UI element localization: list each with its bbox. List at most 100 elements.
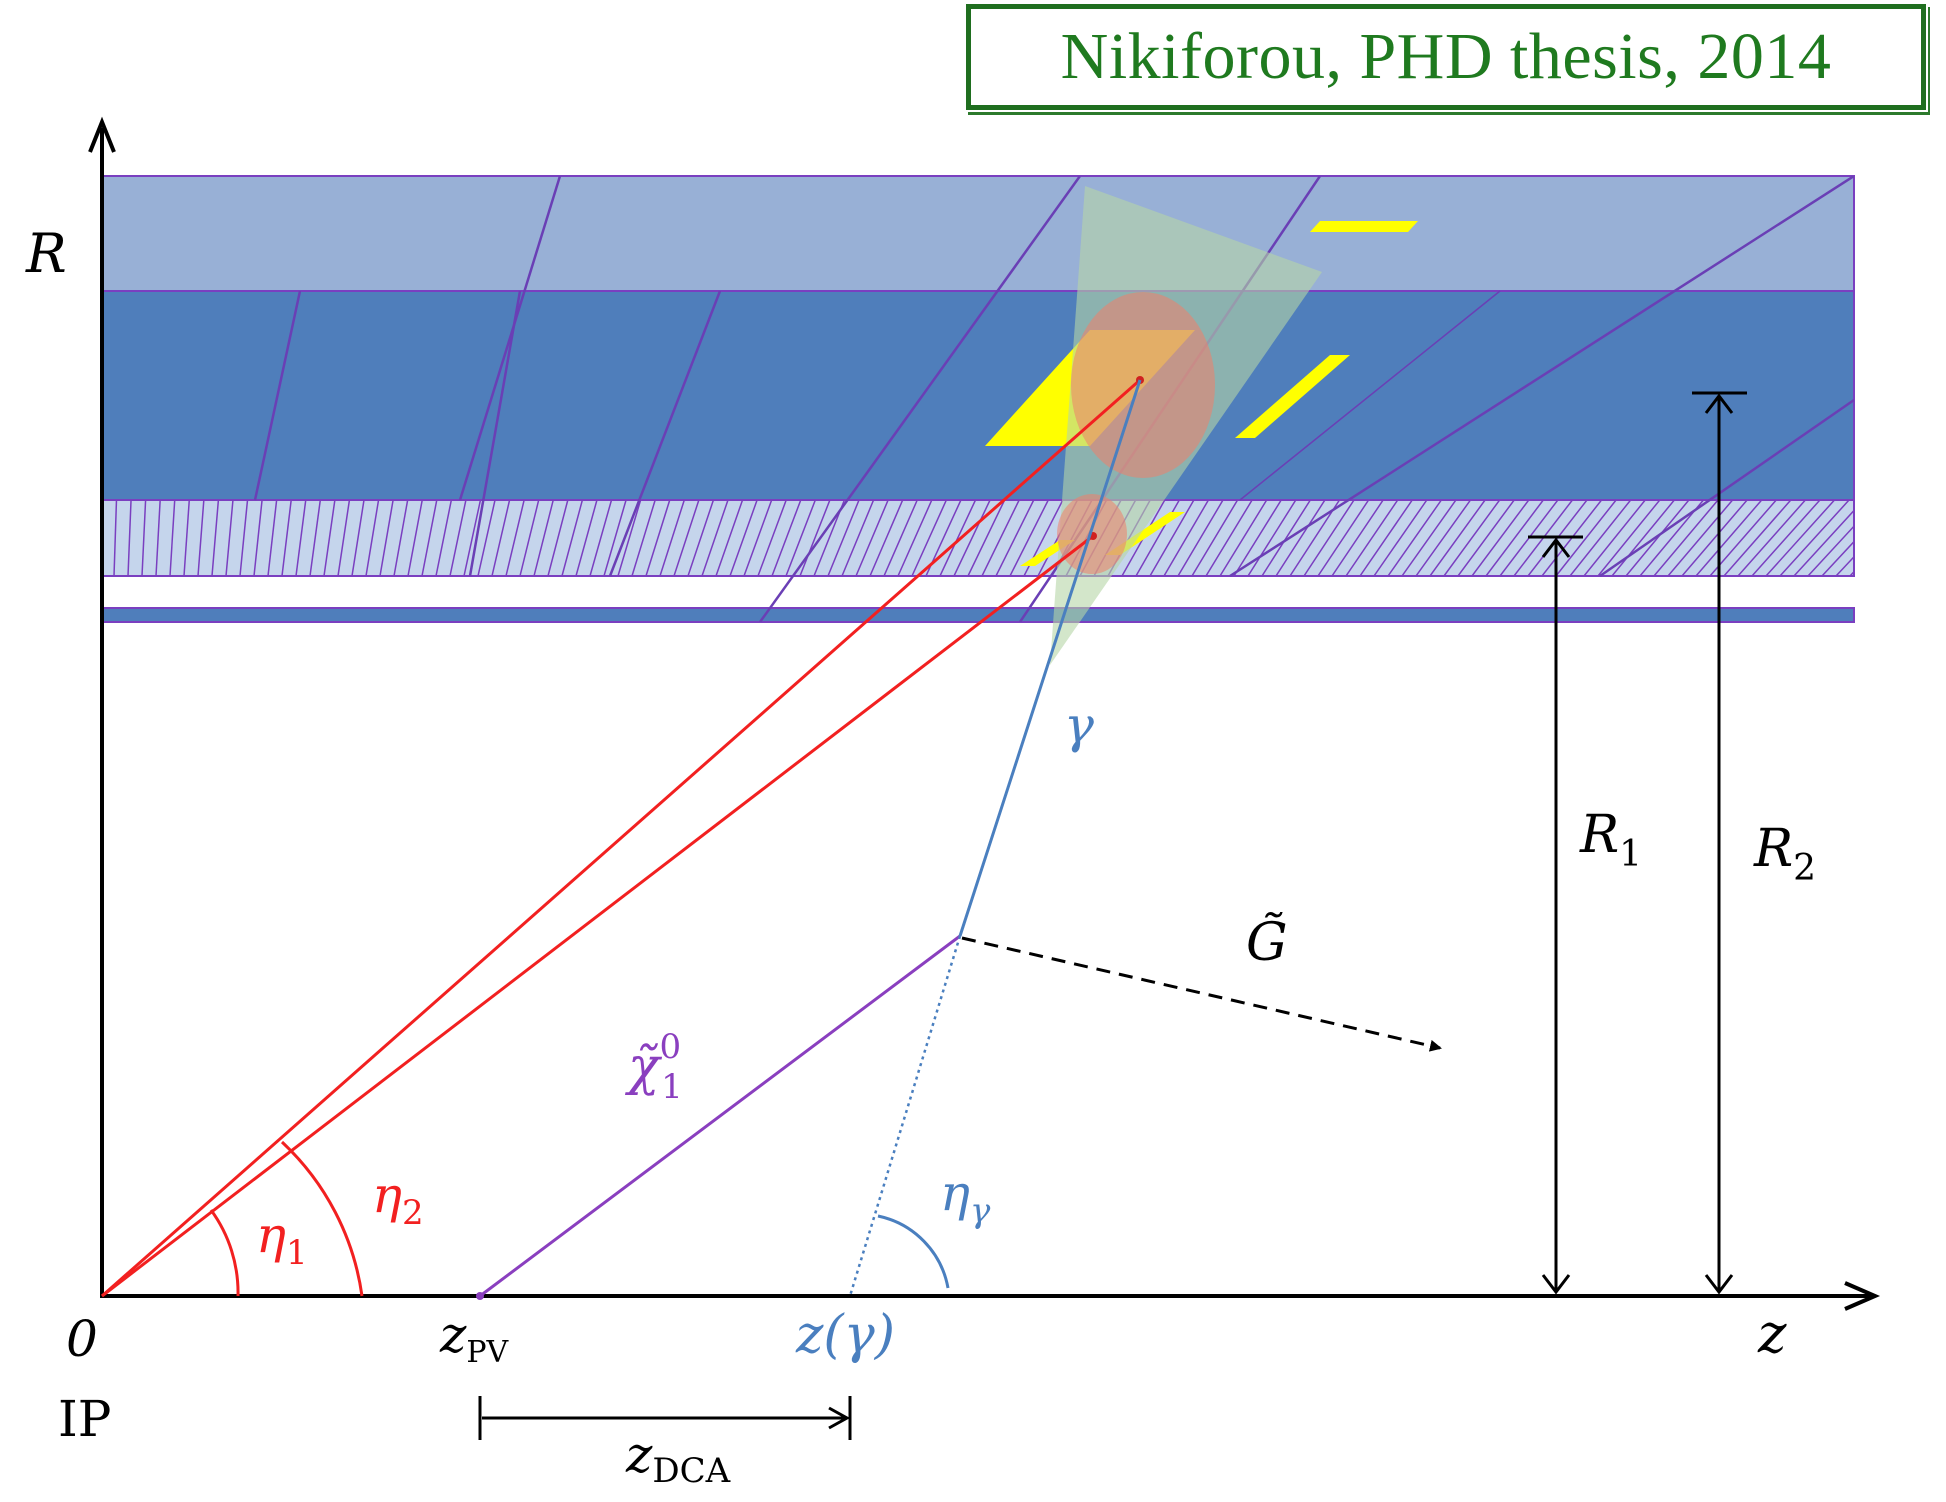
- hatch-line: [1765, 500, 1836, 576]
- hatch-line: [309, 500, 322, 576]
- hatch-line: [771, 500, 802, 576]
- middle-layer: [101, 290, 1855, 501]
- outer-layer: [101, 175, 1855, 292]
- hatch-line: [1835, 555, 1854, 576]
- hatch-line: [1149, 500, 1195, 576]
- hatch-line: [785, 500, 817, 576]
- hatch-line: [1205, 500, 1253, 576]
- hatch-line: [939, 500, 977, 576]
- eta2-label: η2: [372, 1166, 424, 1233]
- r-axis-label: R: [25, 222, 67, 285]
- hatch-line: [1219, 500, 1268, 576]
- hatch-line: [155, 500, 161, 576]
- hatch-line: [211, 500, 220, 576]
- hatch-line: [687, 500, 715, 576]
- hatch-line: [379, 500, 394, 576]
- hatch-line: [1303, 500, 1355, 576]
- hatch-line: [1289, 500, 1341, 576]
- photon-label: γ: [1064, 696, 1094, 754]
- hatch-line: [1387, 500, 1442, 576]
- hatch-line: [1807, 525, 1854, 576]
- hatch-line: [561, 500, 584, 576]
- hatch-line: [1429, 500, 1486, 576]
- hatch-line: [1737, 500, 1806, 576]
- hatch-line: [1163, 500, 1210, 576]
- red-line-inner: [101, 534, 1094, 1298]
- r2-label: R2: [1753, 819, 1816, 889]
- z-axis-arrow: [1844, 1281, 1881, 1311]
- eta1-arc: [209, 1209, 240, 1297]
- photon-track: [958, 379, 1142, 937]
- primary-vertex: [476, 1292, 484, 1300]
- hatch-line: [897, 500, 933, 576]
- hatch-line: [1878, 500, 1946, 576]
- hatch-line: [855, 500, 889, 576]
- neutralino-label: χ̃0 1: [624, 1027, 683, 1107]
- origin-label: 0: [66, 1310, 98, 1368]
- hatch-line: [589, 500, 613, 576]
- hatch-line: [1597, 500, 1661, 576]
- red-line-outer: [101, 378, 1141, 1298]
- z-axis-label: z: [1757, 1302, 1787, 1365]
- hatch-line: [659, 500, 686, 576]
- hatch-line: [253, 500, 263, 576]
- r2-dimension: [1692, 391, 1747, 1295]
- hatch-line: [1415, 500, 1472, 576]
- hatch-line: [1191, 500, 1239, 576]
- hatch-line: [1443, 500, 1501, 576]
- hatch-line: [1471, 500, 1530, 576]
- neutralino-track: [479, 934, 961, 1298]
- hatch-line: [477, 500, 496, 576]
- hatch-line: [757, 500, 787, 576]
- hatch-line: [1401, 500, 1457, 576]
- hatch-line: [1373, 500, 1428, 576]
- hatch-line: [1667, 500, 1734, 576]
- zdca-label: zDCA: [625, 1426, 731, 1491]
- hatch-line: [1177, 500, 1224, 576]
- hatch-line: [799, 500, 831, 576]
- hatch-line: [911, 500, 948, 576]
- ip-label: IP: [58, 1390, 111, 1448]
- r-axis-arrow: [88, 116, 116, 153]
- hatch-line: [967, 500, 1006, 576]
- hatch-line: [673, 500, 700, 576]
- credit-text: Nikiforou, PHD thesis, 2014: [1060, 20, 1832, 93]
- hatch-line: [323, 500, 336, 576]
- hatch-line: [1261, 500, 1311, 576]
- zpv-label: zPV: [439, 1306, 510, 1370]
- hatch-line: [953, 500, 991, 576]
- hatch-line: [365, 500, 380, 576]
- hatch-line: [351, 500, 365, 576]
- strip-layer: [101, 499, 1855, 577]
- hatch-line: [1681, 500, 1748, 576]
- hatch-line: [1611, 500, 1675, 576]
- hatch-line: [1695, 500, 1763, 576]
- hatch-line: [631, 500, 656, 576]
- hatch-line: [239, 500, 249, 576]
- hatch-line: [463, 500, 482, 576]
- zdca-dimension: [478, 1396, 852, 1440]
- credit-box: Nikiforou, PHD thesis, 2014: [966, 4, 1926, 110]
- hatch-line: [225, 500, 234, 576]
- hatch-line: [995, 500, 1035, 576]
- hatch-line: [547, 500, 569, 576]
- strip-hatching: [102, 500, 1946, 576]
- hatch-line: [1569, 500, 1632, 576]
- hatch-line: [827, 500, 860, 576]
- hatch-line: [883, 500, 918, 576]
- eta-gamma-label: ηγ: [940, 1164, 991, 1231]
- hatch-line: [1485, 500, 1544, 576]
- hatch-line: [1779, 500, 1850, 576]
- hatch-line: [645, 500, 671, 576]
- hatch-line: [491, 500, 511, 576]
- hatch-line: [743, 500, 773, 576]
- eta1-label: η1: [256, 1206, 308, 1273]
- hatch-line: [715, 500, 744, 576]
- r1-dimension: [1528, 535, 1583, 1295]
- hatch-line: [1233, 500, 1282, 576]
- hatch-line: [519, 500, 540, 576]
- hatch-line: [169, 500, 176, 576]
- hatch-line: [1275, 500, 1326, 576]
